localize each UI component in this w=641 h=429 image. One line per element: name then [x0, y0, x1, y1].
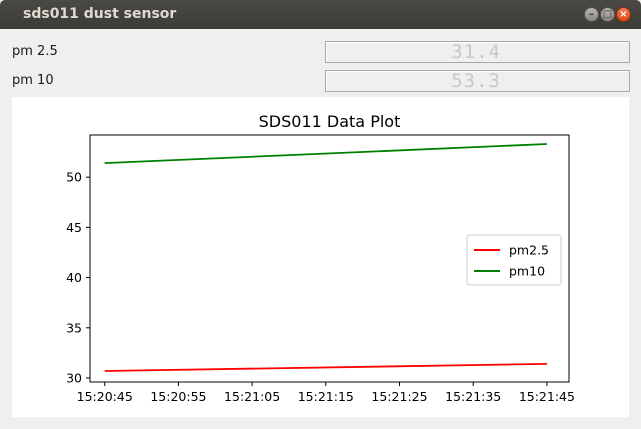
- data-plot: SDS011 Data Plot 30 35 40 45 50 15:20:45 15:20:…: [66, 112, 575, 404]
- pm25-lcd-display: 31.4: [325, 41, 630, 63]
- x-tick-label: 15:20:45: [77, 389, 133, 404]
- legend-label-pm10: pm10: [509, 264, 545, 279]
- minimize-button[interactable]: –: [584, 7, 599, 22]
- series-line-pm2.5: [104, 363, 547, 372]
- y-tick-label: 45: [66, 220, 82, 235]
- window-title: sds011 dust sensor: [23, 6, 177, 22]
- y-tick-label: 35: [66, 320, 82, 335]
- title-bar[interactable]: sds011 dust sensor – □ ×: [0, 0, 641, 29]
- plot-panel: SDS011 Data Plot 30 35 40 45 50 15:20:45 15:20:…: [12, 97, 629, 417]
- x-tick-label: 15:21:15: [298, 389, 354, 404]
- pm25-label: pm 2.5: [12, 44, 58, 59]
- pm10-label: pm 10: [12, 73, 54, 88]
- x-tick-label: 15:20:55: [150, 389, 206, 404]
- legend-box: [466, 234, 562, 286]
- x-tick-label: 15:21:35: [445, 389, 501, 404]
- maximize-button[interactable]: □: [600, 7, 615, 22]
- x-tick-label: 15:21:25: [371, 389, 427, 404]
- x-tick-label: 15:21:45: [519, 389, 575, 404]
- series-line-pm10: [104, 143, 547, 164]
- legend-label-pm2.5: pm2.5: [509, 243, 549, 258]
- chart-title: SDS011 Data Plot: [259, 112, 401, 131]
- y-tick-label: 50: [66, 170, 82, 185]
- close-button[interactable]: ×: [616, 7, 631, 22]
- y-tick-label: 30: [66, 370, 82, 385]
- x-tick-label: 15:21:05: [224, 389, 280, 404]
- pm10-lcd-display: 53.3: [325, 70, 630, 92]
- y-tick-label: 40: [66, 270, 82, 285]
